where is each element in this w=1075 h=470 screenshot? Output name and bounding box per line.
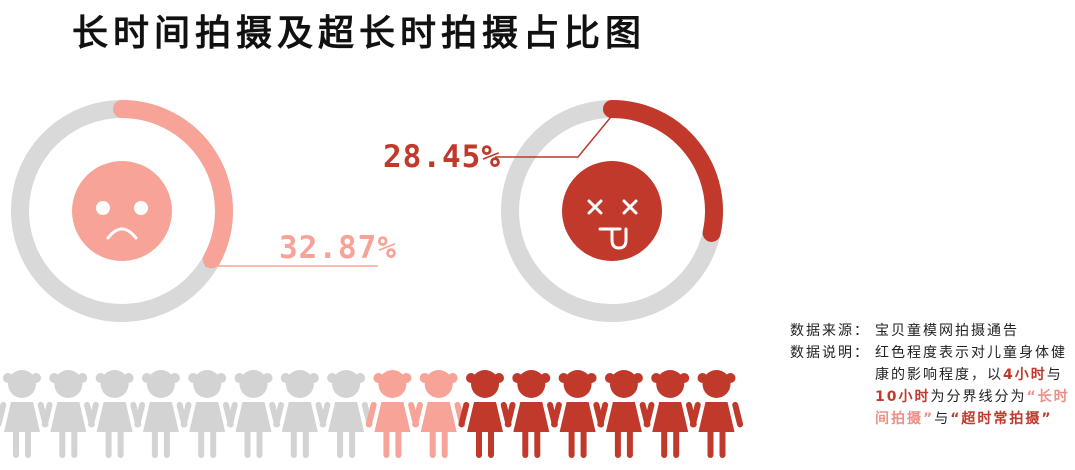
child-figure-long [412,370,466,458]
child-figure-neutral [88,370,142,458]
child-figure-long [365,370,419,458]
child-figure-ultra [504,370,558,458]
leader-line-ultra [495,111,616,158]
donut-chart-long: 32.87% [11,100,397,322]
sad-face-icon [72,161,172,261]
child-figure-neutral [134,370,188,458]
child-figure-ultra [689,370,744,458]
child-figure-ultra [643,370,697,458]
note-term-long: “长时间拍摄” [875,389,1070,427]
child-figure-neutral [41,370,95,458]
child-figure-neutral [0,370,49,458]
note-hours-4: 4小时 [1003,367,1047,383]
child-figure-neutral [180,370,234,458]
note-and: 与 [1046,367,1063,383]
source-text: 宝贝童模网拍摄通告 [875,323,1019,339]
donut-arc-ultra [603,100,723,242]
note-term-ultra: “超时常拍摄” [950,411,1053,427]
child-figure-ultra [551,370,605,458]
data-label-ultra: 28.45% [383,139,501,175]
note-label: 数据说明： [790,345,870,361]
note-hours-10: 10小时 [875,389,931,405]
note-part2: 为分界线分为 [930,389,1027,405]
people-row [0,370,744,458]
note-row: 数据说明： 红色程度表示对儿童身体健康的影响程度，以4小时与10小时为分界线分为… [790,342,1070,430]
data-label-long: 32.87% [279,230,397,266]
page-title: 长时间拍摄及超长时拍摄占比图 [72,13,647,54]
note-part1: 红色程度表示对儿童身体健康的影响程度，以 [875,345,1067,383]
dizzy-face-icon [562,161,662,261]
source-label: 数据来源： [790,323,870,339]
child-figure-neutral [226,370,281,458]
child-figure-ultra [458,370,512,458]
data-notes: 数据来源： 宝贝童模网拍摄通告 数据说明： 红色程度表示对儿童身体健康的影响程度… [790,320,1070,430]
note-text: 红色程度表示对儿童身体健康的影响程度，以4小时与10小时为分界线分为“长时间拍摄… [875,342,1070,430]
note-and2: 与 [934,411,951,427]
donut-arc-long [113,100,233,269]
source-row: 数据来源： 宝贝童模网拍摄通告 [790,320,1070,342]
child-figure-neutral [319,370,373,458]
child-figure-neutral [273,370,327,458]
child-figure-ultra [597,370,651,458]
donut-chart-ultra: 28.45% [383,100,723,322]
